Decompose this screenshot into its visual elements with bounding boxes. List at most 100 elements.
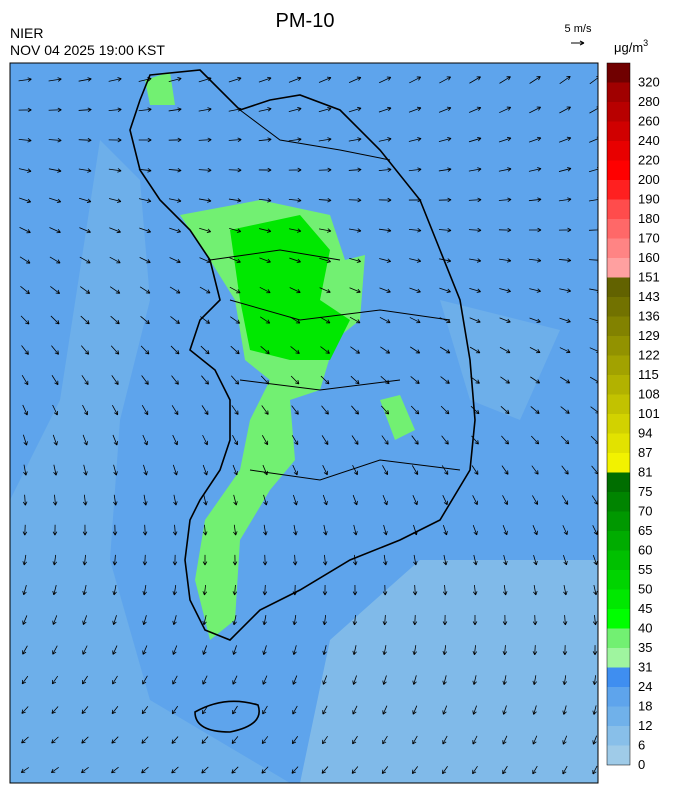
wind-arrow xyxy=(259,286,271,294)
wind-arrow xyxy=(18,138,32,143)
wind-arrow xyxy=(558,227,572,233)
wind-arrow xyxy=(232,615,237,626)
wind-arrow xyxy=(471,435,479,445)
wind-arrow xyxy=(441,435,449,445)
wind-arrow xyxy=(469,317,481,324)
wind-arrow xyxy=(533,584,538,596)
wind-arrow xyxy=(202,645,208,655)
wind-arrow xyxy=(589,106,598,114)
wind-arrow xyxy=(52,615,58,625)
wind-arrow xyxy=(352,645,357,656)
wind-arrow xyxy=(18,107,32,113)
wind-arrow xyxy=(351,435,359,445)
wind-arrow xyxy=(50,286,61,294)
colorbar-segment xyxy=(607,492,630,512)
colorbar-segment xyxy=(607,628,630,648)
wind-arrow xyxy=(413,554,418,566)
wind-arrow xyxy=(380,346,391,354)
wind-arrow xyxy=(199,286,211,294)
wind-arrow xyxy=(49,256,61,264)
wind-arrow xyxy=(532,525,538,536)
wind-arrow xyxy=(228,167,242,173)
colorbar: 0 6 12 18 24 31 35 40 45 50 55 60 65 70 75 81 87 94 101 108… xyxy=(606,62,660,772)
wind-arrow xyxy=(408,106,422,113)
wind-arrow xyxy=(142,615,147,626)
wind-arrow xyxy=(113,464,118,476)
wind-arrow xyxy=(21,736,29,744)
wind-arrow xyxy=(409,258,422,263)
wind-arrow xyxy=(412,735,418,745)
wind-arrow xyxy=(348,137,362,142)
wind-arrow xyxy=(378,197,392,203)
wind-arrow xyxy=(79,256,91,264)
wind-arrow xyxy=(20,315,30,325)
colorbar-label: 50 xyxy=(638,582,652,597)
wind-arrow xyxy=(140,315,150,325)
wind-arrow xyxy=(203,494,208,506)
wind-arrow xyxy=(319,287,331,294)
wind-arrow xyxy=(468,136,482,143)
wind-arrow xyxy=(318,167,332,173)
wind-arrow xyxy=(383,524,388,536)
wind-arrow xyxy=(322,584,328,596)
wind-arrow xyxy=(382,465,388,476)
colorbar-label: 94 xyxy=(638,426,652,441)
wind-arrow xyxy=(352,584,358,596)
wind-arrow xyxy=(528,197,542,202)
wind-arrow xyxy=(499,288,511,293)
colorbar-segment xyxy=(607,297,630,317)
wind-arrow xyxy=(109,256,121,264)
wind-arrow xyxy=(112,645,118,655)
wind-arrow xyxy=(528,136,542,143)
wind-arrow xyxy=(233,494,238,506)
wind-arrow xyxy=(80,315,90,325)
wind-arrow xyxy=(141,705,149,715)
wind-arrow xyxy=(321,435,329,445)
wind-arrow xyxy=(500,406,510,415)
wind-arrow xyxy=(289,316,301,324)
wind-arrow xyxy=(529,288,541,293)
wind-arrow xyxy=(439,346,451,354)
wind-arrow xyxy=(21,345,29,355)
wind-arrow xyxy=(112,434,118,446)
colorbar-segment xyxy=(607,180,630,200)
colorbar-segment xyxy=(607,414,630,434)
wind-arrow xyxy=(260,375,270,385)
pollution-area xyxy=(145,72,175,105)
wind-arrow xyxy=(411,766,419,775)
wind-arrow xyxy=(533,554,538,566)
wind-arrow xyxy=(82,585,87,596)
wind-arrow xyxy=(18,168,32,173)
wind-arrow xyxy=(53,464,58,476)
wind-arrow xyxy=(229,286,241,294)
wind-arrow xyxy=(320,346,330,354)
wind-arrow xyxy=(352,554,358,566)
wind-arrow xyxy=(413,524,418,536)
wind-arrow xyxy=(560,435,570,445)
wind-arrow xyxy=(199,257,211,264)
wind-arrow xyxy=(469,287,481,293)
wind-arrow xyxy=(503,554,508,566)
colorbar-segment xyxy=(607,706,630,726)
colorbar-label: 81 xyxy=(638,465,652,480)
wind-arrow xyxy=(168,198,182,203)
wind-arrow xyxy=(262,615,267,626)
wind-arrow xyxy=(499,76,511,84)
wind-arrow xyxy=(168,107,182,112)
wind-arrow xyxy=(412,615,418,626)
wind-arrow xyxy=(560,376,571,384)
wind-arrow xyxy=(321,405,329,415)
wind-arrow xyxy=(530,435,540,445)
wind-arrow xyxy=(442,645,448,656)
wind-arrow xyxy=(562,705,567,715)
wind-arrow xyxy=(592,555,598,566)
wind-arrow xyxy=(292,584,298,596)
wind-arrow xyxy=(442,766,448,775)
wind-arrow xyxy=(532,705,537,715)
wind-arrow xyxy=(592,705,597,715)
wind-arrow xyxy=(319,257,331,263)
wind-arrow xyxy=(258,76,272,83)
colorbar-segment xyxy=(607,82,630,102)
wind-arrow xyxy=(22,585,27,596)
